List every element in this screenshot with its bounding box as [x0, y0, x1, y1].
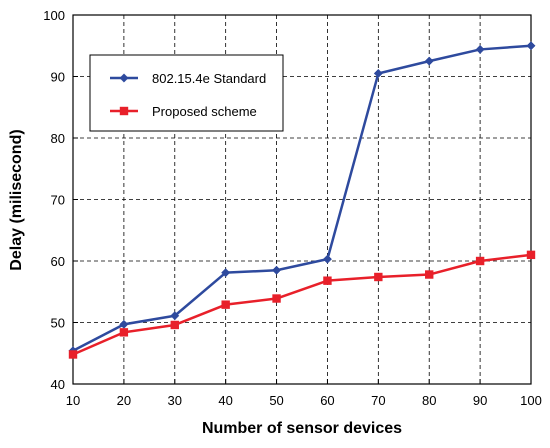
data-point-standard [119, 319, 129, 329]
series-standard [68, 41, 536, 356]
x-tick-label: 100 [520, 393, 542, 408]
data-point-proposed [526, 250, 536, 260]
x-tick-label: 50 [269, 393, 283, 408]
data-point-standard [221, 268, 231, 278]
legend-label-proposed: Proposed scheme [152, 104, 257, 119]
x-tick-label: 10 [66, 393, 80, 408]
data-point-standard [170, 311, 180, 321]
data-point-standard [526, 41, 536, 51]
legend-label-standard: 802.15.4e Standard [152, 71, 266, 86]
data-point-proposed [272, 294, 281, 303]
y-tick-label: 40 [51, 377, 65, 392]
series-line-standard [72, 44, 532, 352]
plot-area-frame [72, 14, 532, 385]
y-axis-label: Delay (milisecond) [8, 129, 25, 270]
data-point-proposed [119, 328, 129, 337]
x-axis-label: Number of sensor devices [202, 420, 402, 437]
data-point-proposed [68, 350, 78, 359]
x-tick-label: 70 [371, 393, 385, 408]
data-point-proposed [221, 300, 230, 309]
series-line-proposed [72, 253, 532, 356]
data-point-standard [475, 44, 485, 54]
data-point-standard [272, 265, 282, 275]
legend-box [89, 54, 284, 132]
x-tick-labels: 10 20 30 40 50 60 70 80 90 100 [66, 393, 542, 408]
y-tick-labels: 40 50 60 70 80 90 100 [43, 8, 65, 392]
x-tick-label: 30 [168, 393, 182, 408]
legend-marker-standard [119, 73, 129, 83]
data-point-proposed [170, 320, 179, 330]
y-tick-label: 100 [43, 8, 65, 23]
y-tick-label: 80 [51, 131, 65, 146]
data-point-proposed [323, 276, 332, 285]
x-tick-label: 90 [473, 393, 487, 408]
series-layer [68, 41, 536, 359]
y-tick-label: 90 [51, 70, 65, 85]
y-tick-label: 50 [51, 316, 65, 331]
x-tick-label: 40 [218, 393, 232, 408]
data-point-proposed [475, 256, 485, 266]
data-point-proposed [425, 270, 434, 279]
x-tick-label: 80 [422, 393, 436, 408]
y-tick-label: 70 [51, 193, 65, 208]
data-point-standard [322, 254, 332, 264]
data-point-standard [424, 56, 434, 66]
data-point-standard [373, 68, 383, 78]
legend-marker-proposed [119, 106, 129, 116]
series-proposed [68, 250, 536, 359]
data-point-proposed [374, 272, 383, 282]
x-tick-label: 60 [320, 393, 334, 408]
y-tick-label: 60 [51, 254, 65, 269]
x-tick-label: 20 [117, 393, 131, 408]
legend: 802.15.4e Standard Proposed scheme [89, 54, 284, 132]
